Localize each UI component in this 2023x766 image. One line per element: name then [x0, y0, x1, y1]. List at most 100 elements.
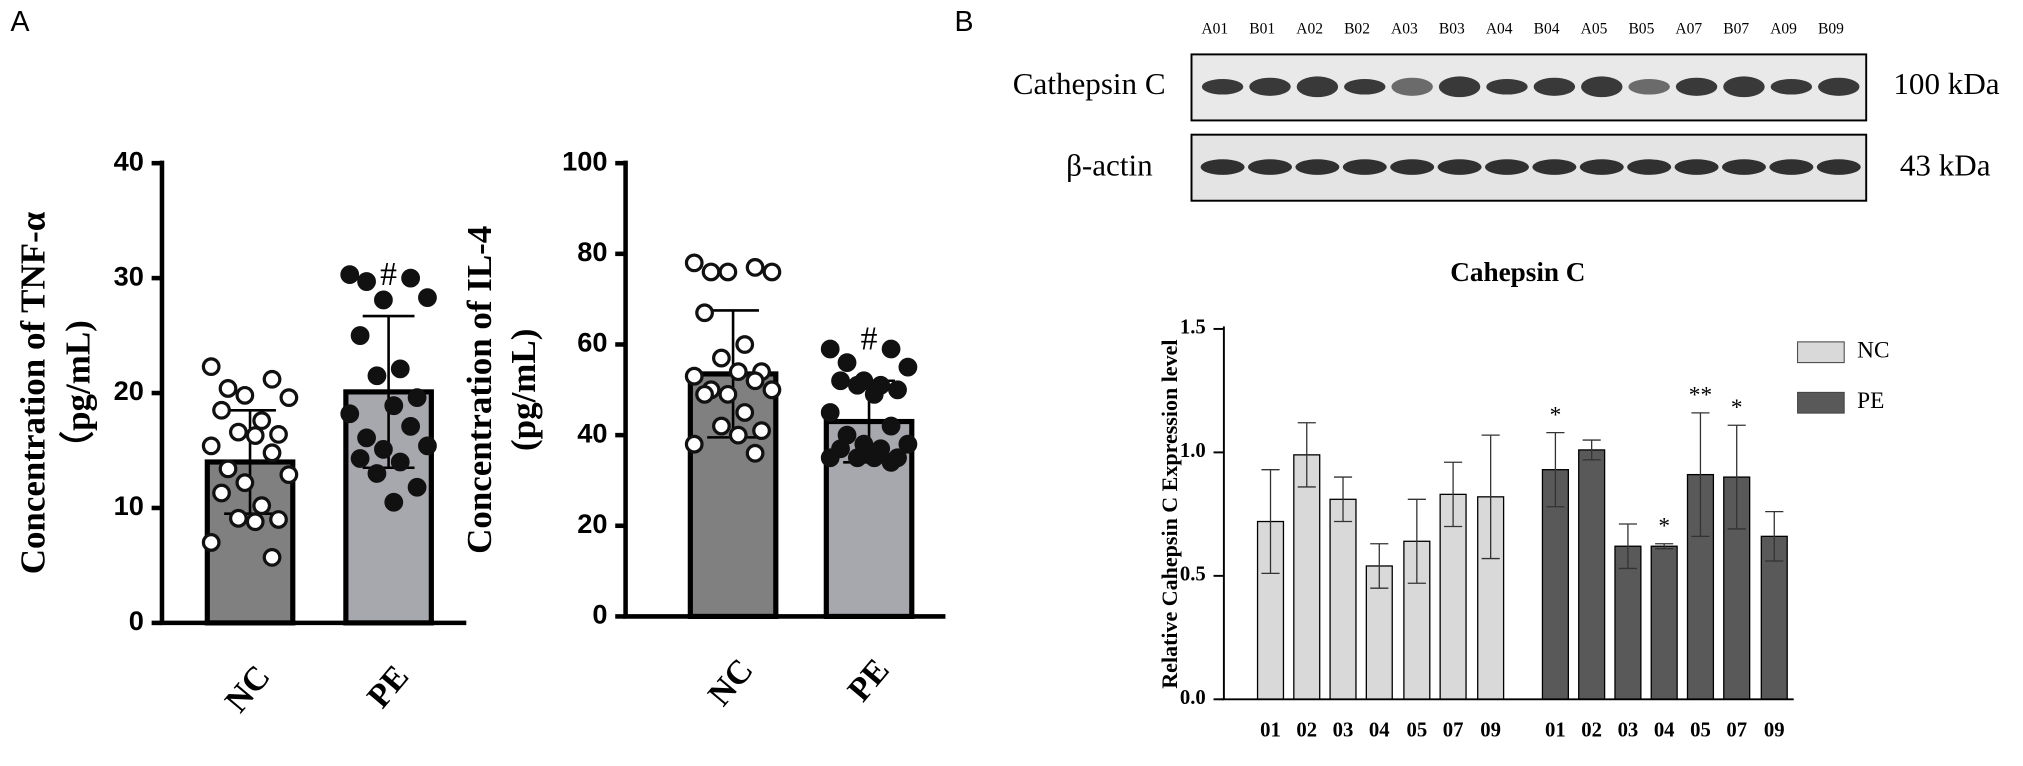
x-tick-label: 07 [1726, 719, 1747, 741]
data-point [762, 262, 782, 282]
lane-label: A05 [1581, 20, 1608, 37]
data-point [695, 303, 714, 323]
lane-label: B03 [1439, 20, 1465, 37]
y-axis-label: Relative Cahepsin C Expression level [1157, 340, 1182, 689]
error-bar [1481, 434, 1500, 560]
x-tick-label: PE [841, 652, 897, 709]
bar [1329, 498, 1357, 700]
x-tick-label: 03 [1618, 719, 1639, 741]
blot-band [1818, 77, 1860, 96]
data-point [898, 434, 918, 454]
data-point [350, 326, 370, 345]
blot-band [1249, 77, 1291, 96]
data-point [837, 353, 857, 372]
y-tick-label: 40 [577, 417, 607, 448]
blot-band [1201, 78, 1244, 95]
blot-band [1344, 78, 1386, 95]
data-point [235, 473, 255, 493]
y-tick-label: 1.5 [1180, 317, 1206, 339]
y-axis-label: (pg/mL) [504, 329, 543, 451]
data-point [218, 459, 238, 479]
lane-label: A03 [1391, 20, 1418, 37]
blot-band [1723, 76, 1765, 98]
blot-band [1438, 76, 1481, 98]
data-point [245, 426, 265, 445]
data-point [881, 339, 901, 359]
blot-band [1247, 159, 1292, 175]
blot-row-label: β-actin [1066, 147, 1153, 182]
error-bar [1370, 543, 1389, 589]
x-tick-label: 05 [1406, 719, 1427, 741]
annotation: ** [1689, 383, 1712, 409]
legend-label: NC [1857, 338, 1889, 364]
data-point [881, 452, 901, 472]
data-point [881, 416, 901, 436]
data-point [228, 508, 248, 528]
data-point [848, 448, 867, 468]
error-bar [1444, 461, 1463, 528]
blot-band [1675, 77, 1718, 96]
data-point [269, 425, 288, 444]
x-tick-label: 07 [1443, 719, 1464, 741]
annotation: * [1658, 514, 1670, 540]
y-axis-label: Concentration of TNF-α [13, 211, 52, 574]
data-point [728, 362, 748, 382]
error-bar [1765, 511, 1784, 562]
data-point [235, 385, 255, 405]
lane-label: B09 [1818, 20, 1844, 37]
blot-band [1295, 159, 1340, 175]
blot-size-label: 100 kDa [1893, 66, 1999, 101]
blot-band [1581, 76, 1623, 98]
data-point [212, 400, 231, 420]
data-point [350, 449, 370, 468]
data-point [390, 359, 410, 379]
x-tick-label: 02 [1296, 719, 1317, 741]
x-tick-label: 02 [1581, 719, 1602, 741]
data-point [712, 348, 731, 368]
x-tick-label: PE [360, 658, 416, 715]
annotation: # [380, 256, 397, 293]
y-tick-label: 20 [577, 508, 607, 539]
data-point [745, 443, 765, 463]
data-point [745, 371, 765, 391]
data-point [407, 388, 427, 408]
x-tick-label: NC [701, 652, 761, 713]
legend-swatch [1797, 391, 1845, 414]
data-point [684, 366, 704, 386]
annotation: * [1550, 402, 1562, 428]
data-point [340, 404, 360, 424]
y-tick-label: 60 [577, 327, 607, 358]
data-point [201, 533, 221, 552]
y-tick-label: 0.5 [1180, 564, 1206, 586]
y-tick-label: 0 [592, 599, 607, 630]
data-point [262, 443, 282, 463]
panel-label: B [955, 6, 974, 38]
annotation: * [1731, 395, 1743, 421]
data-point [384, 492, 404, 512]
bar [1578, 449, 1606, 700]
data-point [228, 422, 248, 442]
lane-label: B05 [1628, 20, 1654, 37]
data-point [418, 436, 437, 456]
legend-label: PE [1857, 388, 1884, 414]
data-point [701, 262, 721, 282]
data-point [262, 369, 282, 389]
y-tick-label: 40 [114, 145, 144, 176]
bar [1614, 545, 1642, 700]
bar [1650, 545, 1678, 700]
blot-band [1674, 159, 1719, 175]
data-point [401, 268, 421, 288]
data-point [735, 403, 755, 422]
data-point [357, 428, 376, 448]
data-point [684, 434, 704, 454]
blot-frame [1190, 53, 1868, 122]
lane-label: B07 [1723, 20, 1749, 37]
data-point [407, 477, 427, 497]
error-bar [1582, 439, 1601, 461]
data-point [745, 258, 765, 277]
data-point [718, 262, 738, 282]
bar [1293, 454, 1321, 700]
lane-label: A09 [1770, 20, 1797, 37]
blot-band [1532, 159, 1577, 175]
data-point [269, 510, 288, 529]
